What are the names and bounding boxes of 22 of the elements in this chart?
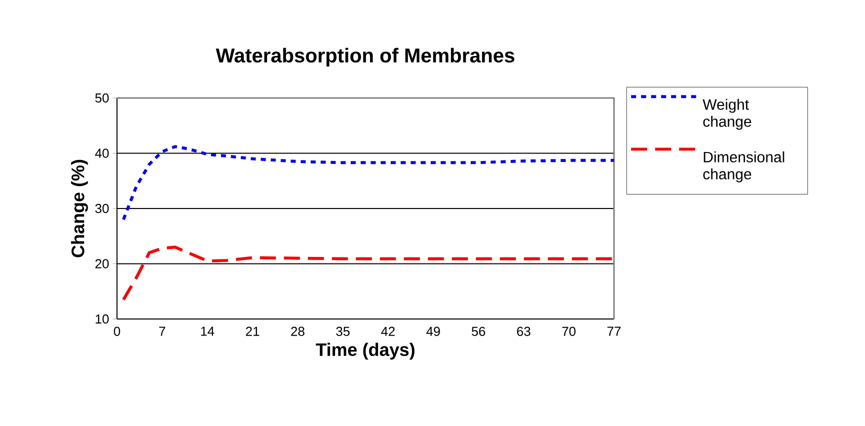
x-tick-label: 70 (562, 326, 576, 336)
chart-title: Waterabsorption of Membranes (216, 48, 514, 67)
text: Dimensional change (703, 151, 784, 182)
x-tick-label: 42 (381, 326, 395, 336)
x-tick-label: 77 (607, 326, 621, 336)
x-tick-label: 28 (291, 326, 304, 336)
x-tick-label: 21 (246, 326, 260, 336)
x-tick-label: 35 (336, 326, 350, 336)
y-tick-label: 30 (95, 204, 109, 214)
x-axis-title: Time (days) (316, 342, 414, 360)
y-tick-label: 20 (95, 259, 109, 268)
x-tick-label: 56 (472, 326, 486, 336)
y-tick-label: 40 (95, 148, 109, 158)
text: Weight change (702, 98, 752, 130)
y-tick-label: 10 (96, 314, 109, 324)
x-tick-label: 7 (159, 326, 166, 336)
y-axis-title: Change (%) (71, 160, 88, 258)
y-tick-label: 50 (95, 93, 109, 103)
x-tick-label: 63 (517, 326, 530, 336)
x-tick-label: 0 (114, 326, 120, 336)
x-tick-label: 49 (426, 326, 440, 336)
x-tick-label: 14 (201, 326, 214, 336)
